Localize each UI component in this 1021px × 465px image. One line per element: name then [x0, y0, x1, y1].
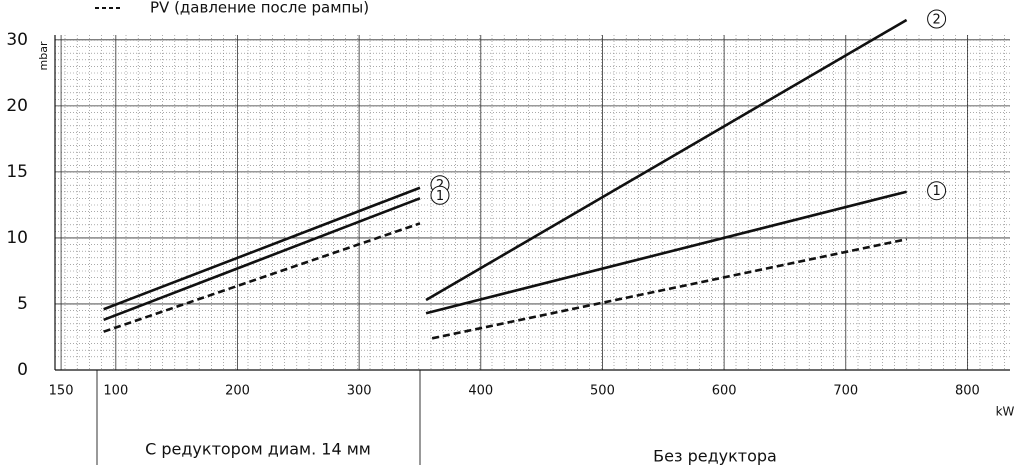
x-tick-label: 800 [955, 384, 980, 399]
series-marker-ring [430, 185, 450, 205]
x-tick-label: 300 [347, 384, 372, 399]
section-label: С редуктором диам. 14 мм [145, 440, 371, 459]
legend-label: PV (давление после рампы) [150, 0, 369, 17]
x-tick-label: 150 [49, 384, 74, 399]
y-tick-label: 15 [6, 162, 28, 182]
y-tick-label: 5 [17, 294, 28, 314]
series-line [431, 237, 907, 340]
y-tick-label: 20 [6, 96, 28, 116]
x-tick-label: 700 [833, 384, 858, 399]
x-tick-label: 100 [103, 384, 128, 399]
series-marker-ring [927, 9, 947, 29]
series-marker-ring [927, 181, 947, 201]
series-line [425, 190, 907, 315]
y-tick-label: 0 [17, 360, 28, 380]
series-label: 1 [932, 184, 940, 199]
series-line [103, 186, 421, 311]
y-axis-label: mbar [37, 41, 50, 70]
series-line [103, 222, 421, 333]
x-tick-label: 600 [712, 384, 737, 399]
series-line [103, 197, 421, 322]
x-tick-label: 400 [468, 384, 493, 399]
series-label: 1 [436, 189, 444, 204]
x-tick-label: 200 [225, 384, 250, 399]
x-tick-label: 500 [590, 384, 615, 399]
y-tick-label: 30 [6, 30, 28, 50]
series-line [425, 18, 908, 302]
section-label: Без редуктора [653, 447, 777, 465]
series-label: 2 [932, 13, 940, 28]
x-axis-label: kW [996, 405, 1015, 419]
series-label: 2 [436, 178, 444, 193]
y-tick-label: 10 [6, 228, 28, 248]
